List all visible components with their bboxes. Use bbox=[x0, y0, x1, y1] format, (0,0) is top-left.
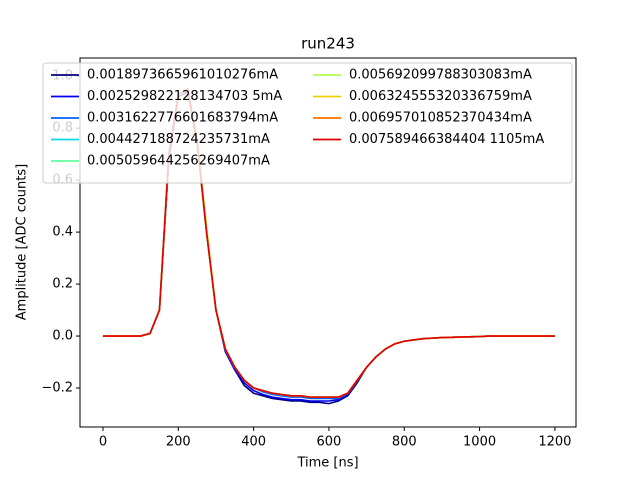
legend-label: 0.006324555320336759mA bbox=[349, 89, 532, 104]
y-tick-label: 0.4 bbox=[52, 225, 73, 240]
y-tick-label: −0.2 bbox=[41, 381, 73, 396]
x-tick-label: 800 bbox=[392, 435, 417, 450]
legend-label: 0.007589466384404 1105mA bbox=[349, 132, 544, 147]
y-tick-label: 0.2 bbox=[52, 277, 73, 292]
x-tick-label: 400 bbox=[241, 435, 266, 450]
x-axis-label: Time [ns] bbox=[296, 456, 358, 471]
legend-label: 0.005059644256269407mA bbox=[87, 154, 270, 169]
legend-label: 0.0031622776601683794mA bbox=[87, 111, 278, 126]
legend-label: 0.002529822128134703 5mA bbox=[87, 89, 282, 104]
legend-label: 0.004427188724235731mA bbox=[87, 132, 270, 147]
legend-label: 0.006957010852370434mA bbox=[349, 111, 532, 126]
x-tick-label: 600 bbox=[317, 435, 342, 450]
legend-box bbox=[42, 62, 573, 184]
x-tick-label: 0 bbox=[99, 435, 107, 450]
plot-frame bbox=[79, 57, 577, 428]
chart-title: run243 bbox=[301, 35, 355, 53]
legend-label: 0.0018973665961010276mA bbox=[87, 68, 278, 83]
x-tick-label: 1000 bbox=[463, 435, 496, 450]
x-tick-label: 200 bbox=[166, 435, 191, 450]
x-tick-label: 1200 bbox=[538, 435, 571, 450]
legend-label: 0.005692099788303083mA bbox=[349, 68, 532, 83]
y-tick-label: 0.0 bbox=[52, 329, 73, 344]
y-axis-label: Amplitude [ADC counts] bbox=[15, 164, 30, 320]
